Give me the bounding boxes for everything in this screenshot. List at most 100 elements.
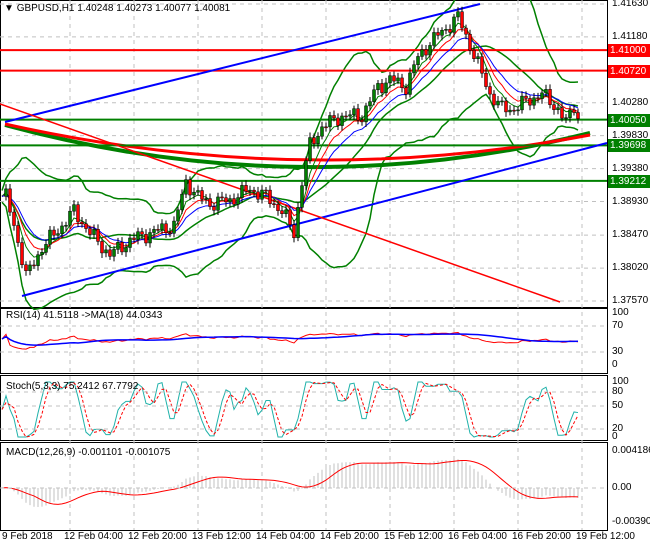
level-price-tag: 1.41000 <box>608 44 650 58</box>
collapse-arrow-icon[interactable]: ▼ <box>4 3 14 14</box>
price-axis-label: 1.38020 <box>612 262 649 274</box>
candle-body <box>364 105 368 123</box>
stoch-axis-label: 20 <box>612 423 624 434</box>
level-price-tag: 1.40050 <box>608 113 650 127</box>
candle-body <box>4 188 8 197</box>
candle-body <box>292 224 296 239</box>
stoch-title: Stoch(5,3,3) 75.2412 67.7792 <box>6 381 139 392</box>
candle-body <box>240 185 244 198</box>
candle-body <box>196 190 200 193</box>
candle-body <box>352 108 356 116</box>
candle-body <box>124 247 128 253</box>
candle-body <box>264 189 268 192</box>
candle-body <box>176 209 180 222</box>
candle-body <box>396 77 400 82</box>
candle-body <box>336 117 340 126</box>
rsi-axis-label: 70 <box>612 320 624 331</box>
candle-body <box>104 249 108 254</box>
candle-body <box>412 64 416 74</box>
candle-body <box>148 232 152 244</box>
candle-body <box>480 56 484 74</box>
candle-body <box>404 87 408 95</box>
candle-body <box>52 229 56 236</box>
candle-body <box>236 197 240 205</box>
candle-body <box>188 179 192 196</box>
time-axis-label: 19 Feb 12:00 <box>576 531 635 542</box>
candle-body <box>380 83 384 93</box>
candle-body <box>96 229 100 242</box>
candle-body <box>532 97 536 106</box>
price-axis-label: 1.41180 <box>612 30 648 42</box>
candle-body <box>88 228 92 235</box>
stoch-axis-label: 0 <box>612 431 618 442</box>
candle-body <box>368 101 372 107</box>
candle-body <box>144 234 148 244</box>
candle-body <box>340 115 344 126</box>
price-axis-label: 1.39380 <box>612 162 649 174</box>
candle-body <box>560 107 564 119</box>
candle-body <box>332 115 336 119</box>
candle-body <box>72 204 76 212</box>
candle-body <box>112 249 116 257</box>
candle-body <box>76 204 80 223</box>
candle-body <box>180 193 184 211</box>
candle-body <box>216 196 220 211</box>
candle-body <box>360 119 364 123</box>
candle-body <box>420 49 424 57</box>
pane-border-2 <box>0 375 608 441</box>
candle-body <box>376 83 380 91</box>
stoch-axis-label: 50 <box>612 400 624 411</box>
candle-body <box>576 112 580 119</box>
candle-body <box>252 189 256 193</box>
candle-body <box>160 223 164 231</box>
candle-body <box>8 188 12 213</box>
candle-body <box>84 223 88 229</box>
candle-body <box>500 100 504 103</box>
candle-body <box>200 190 204 200</box>
rsi-ma-line <box>1 333 579 346</box>
candle-body <box>528 98 532 106</box>
candle-body <box>512 109 516 112</box>
candle-body <box>20 242 24 266</box>
candle-body <box>568 109 572 118</box>
candle-body <box>476 56 480 59</box>
candle-body <box>172 220 176 234</box>
candle-body <box>260 189 264 200</box>
candle-body <box>280 210 284 214</box>
candle-body <box>508 109 512 113</box>
candle-body <box>552 104 556 110</box>
candle-body <box>516 109 520 112</box>
candle-body <box>16 225 20 243</box>
candle-body <box>384 82 388 93</box>
price-axis-label: 1.40280 <box>612 96 649 108</box>
candle-body <box>444 29 448 31</box>
candle-body <box>372 89 376 102</box>
candle-body <box>152 229 156 233</box>
candle-body <box>128 237 132 248</box>
candle-body <box>468 33 472 51</box>
candle-body <box>492 93 496 106</box>
candle-body <box>192 191 196 196</box>
candle-body <box>296 207 300 239</box>
candle-body <box>312 137 316 145</box>
candle-body <box>56 233 60 236</box>
candle-body <box>304 160 308 186</box>
candle-body <box>544 89 548 94</box>
rsi-line <box>1 332 579 350</box>
candle-body <box>120 242 124 253</box>
candle-body <box>208 198 212 207</box>
candle-body <box>268 189 272 204</box>
open-value: 1.40248 <box>77 3 114 14</box>
candle-body <box>60 225 64 234</box>
candle-body <box>488 86 492 95</box>
time-axis-label: 15 Feb 12:00 <box>384 531 443 542</box>
candle-body <box>392 75 396 82</box>
candle-body <box>48 229 52 245</box>
price-axis-label: 1.38930 <box>612 195 649 207</box>
candle-body <box>232 198 236 205</box>
candle-body <box>424 49 428 56</box>
macd-axis-label: -0.003903 <box>612 516 650 527</box>
candle-body <box>184 179 188 195</box>
